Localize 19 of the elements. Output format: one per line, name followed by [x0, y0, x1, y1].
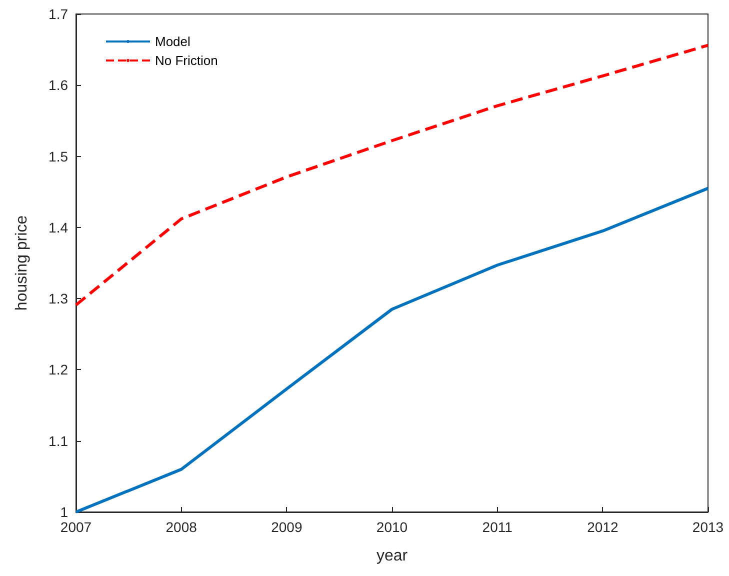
x-tick-label: 2012 — [587, 519, 618, 535]
y-tick-label: 1.2 — [48, 362, 68, 378]
legend-label: No Friction — [155, 53, 218, 68]
x-tick-label: 2009 — [271, 519, 302, 535]
y-tick-label: 1.5 — [48, 148, 68, 164]
y-tick-label: 1.1 — [48, 432, 68, 449]
y-axis-title: housing price — [14, 215, 30, 311]
x-tick-label: 2010 — [376, 519, 408, 535]
legend-label: Model — [155, 34, 191, 49]
y-tick-label: 1.6 — [48, 77, 68, 94]
y-tick-label: 1.3 — [48, 290, 68, 307]
x-tick-label: 2008 — [166, 519, 198, 535]
x-tick-label: 2013 — [692, 519, 724, 535]
y-tick-label: 1.4 — [48, 219, 68, 236]
x-tick-label: 2011 — [482, 519, 513, 535]
y-tick-label: 1 — [60, 504, 68, 520]
x-axis-title: year — [376, 548, 408, 564]
y-tick-label: 1.7 — [48, 6, 68, 22]
x-tick-label: 2007 — [60, 519, 92, 535]
